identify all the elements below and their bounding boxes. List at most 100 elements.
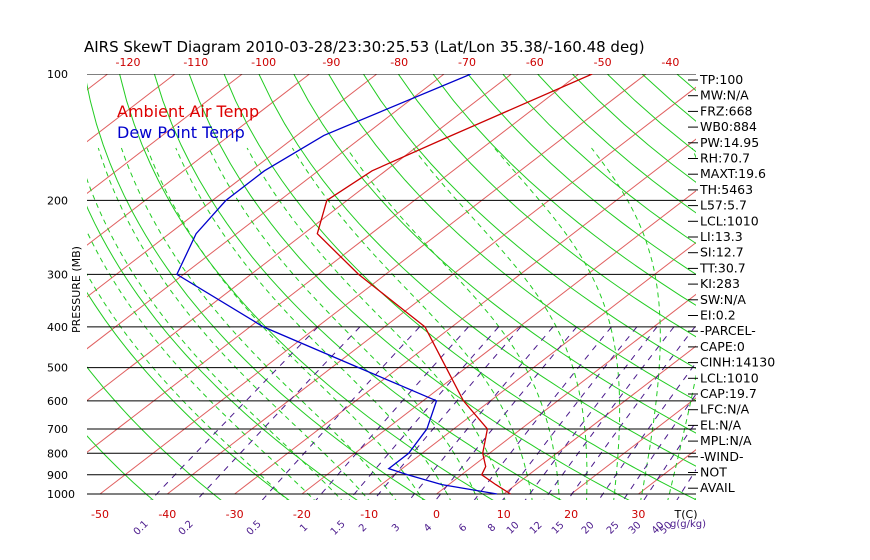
mixing-ratio-tick: 8 (486, 522, 498, 534)
mixing-ratio-line (643, 421, 696, 500)
isotherm-line (99, 74, 647, 495)
mixing-ratio-line (524, 326, 658, 500)
index-label: -PARCEL- (700, 323, 756, 338)
index-label: EL:N/A (700, 417, 742, 432)
mixing-ratio-tick: 1.5 (329, 519, 348, 538)
index-label: LI:13.3 (700, 229, 743, 244)
dry-adiabat-line (188, 74, 630, 500)
dry-adiabat-line (223, 74, 696, 500)
index-label: SW:N/A (700, 292, 746, 307)
mixing-ratio-line (315, 326, 469, 500)
dry-adiabat-line (397, 74, 696, 338)
dry-adiabat-line (87, 366, 222, 500)
pressure-tick-label: 400 (47, 321, 68, 334)
mixing-ratio-line (473, 326, 612, 500)
mixing-ratio-tick: 3 (390, 522, 402, 534)
legend-dew-point-temp: Dew Point Temp (117, 123, 245, 142)
index-label: NOT (700, 465, 727, 480)
pressure-tick-label: 100 (47, 68, 68, 81)
bottom-temperature-tick: 20 (564, 508, 578, 521)
stability-indices: TP:100MW:N/AFRZ:668WB0:884PW:14.95RH:70.… (688, 72, 775, 495)
dry-adiabat-line (87, 435, 154, 500)
mixing-ratio-line (622, 393, 696, 500)
dry-adiabat-line (747, 74, 870, 503)
index-label: SI:12.7 (700, 245, 744, 260)
isotherm-line (436, 293, 696, 495)
moist-adiabat-line (208, 147, 479, 500)
profile-series (176, 74, 593, 495)
mixing-ratio-tick: 0.2 (177, 519, 196, 538)
top-temperature-tick: -90 (322, 56, 340, 69)
mixing-ratio-line (348, 326, 499, 500)
pressure-tick-label: 1000 (47, 488, 75, 501)
index-label: L57:5.7 (700, 198, 747, 213)
mixing-ratio-unit-label: g(g/kg) (670, 519, 706, 530)
pressure-tick-label: 200 (47, 194, 68, 207)
bottom-temperature-tick: -10 (360, 508, 378, 521)
mixing-ratio-line (408, 326, 554, 500)
dry-adiabat-line (362, 74, 696, 370)
isotherm-line (166, 86, 696, 495)
index-label: PW:14.95 (700, 135, 759, 150)
bottom-temperature-tick: -30 (226, 508, 244, 521)
dry-adiabat-line (87, 291, 290, 500)
y-axis-label: PRESSURE (MB) (70, 246, 83, 333)
isotherm-lines (0, 74, 870, 495)
index-label: AVAIL (700, 480, 735, 495)
mixing-ratio-axis: 0.1 0.2 0.5 1 1.5 2 3 4 6 8 10 12 15 20 25 30 4050g(g/kg… (132, 519, 706, 538)
moist-adiabat-line (146, 147, 424, 500)
legend-ambient-air-temp: Ambient Air Temp (117, 102, 259, 121)
index-label: RH:70.7 (700, 151, 750, 166)
isotherm-line (570, 397, 696, 495)
index-label: -WIND- (700, 449, 744, 464)
dry-adiabat-line (87, 205, 358, 500)
isotherm-line (773, 74, 870, 494)
top-temperature-tick: -40 (661, 56, 679, 69)
top-temperature-tick: -50 (594, 56, 612, 69)
mixing-ratio-tick: 30 (627, 520, 644, 537)
mixing-ratio-line (598, 361, 696, 500)
dry-adiabat-line (258, 74, 696, 467)
top-temperature-tick: -100 (251, 56, 276, 69)
index-label: CAP:19.7 (700, 386, 757, 401)
plot-area (0, 74, 870, 503)
mixing-ratio-line (543, 326, 675, 500)
mixing-ratio-line (261, 326, 420, 500)
mixing-ratio-tick: 0.1 (132, 519, 151, 538)
isotherm-line (503, 345, 696, 495)
index-label: CAPE:0 (700, 339, 745, 354)
isotherm-line (234, 138, 696, 495)
index-label: TT:30.7 (699, 260, 746, 275)
mixing-ratio-tick: 6 (457, 522, 469, 534)
mixing-ratio-tick: 20 (580, 520, 597, 537)
isotherm-line (87, 74, 310, 246)
isotherm-line (87, 74, 512, 402)
index-label: LFC:N/A (700, 402, 750, 417)
moist-adiabat-lines (87, 147, 696, 500)
isotherm-line (87, 74, 580, 453)
pressure-tick-label: 600 (47, 395, 68, 408)
moist-adiabat-line (97, 147, 370, 500)
moist-adiabat-line (175, 147, 451, 500)
dry-adiabat-line (0, 74, 20, 503)
bottom-temperature-tick: 0 (433, 508, 440, 521)
legend: Ambient Air Temp Dew Point Temp (117, 102, 259, 142)
top-temperature-axis: -120 -110 -100 -90 -80 -70 -60 -50 -40 (116, 56, 680, 69)
dry-adiabat-line (153, 74, 562, 500)
mixing-ratio-line (373, 326, 522, 500)
mixing-ratio-tick: 2 (357, 522, 369, 534)
index-label: MAXT:19.6 (700, 166, 766, 181)
top-temperature-tick: -110 (183, 56, 208, 69)
chart-title: AIRS SkewT Diagram 2010-03-28/23:30:25.5… (84, 38, 645, 56)
isotherm-line (368, 241, 696, 495)
isobar-lines (87, 74, 696, 495)
dry-adiabat-line (502, 74, 696, 245)
bottom-temperature-tick: 30 (631, 508, 645, 521)
bottom-temperature-tick: -20 (293, 508, 311, 521)
pressure-tick-label: 300 (47, 268, 68, 281)
index-label: LCL:1010 (700, 213, 759, 228)
pressure-tick-label: 700 (47, 423, 68, 436)
isotherm-line (0, 74, 40, 494)
mixing-ratio-tick: 15 (550, 520, 567, 537)
